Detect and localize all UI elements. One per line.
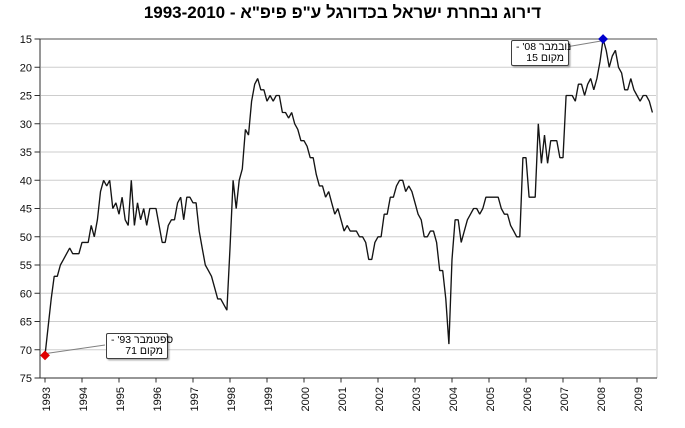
y-axis: 15 20 25 30 35 40 45 50 55 60 65 70 75 — [20, 34, 40, 385]
x-axis-label: 1996 — [152, 387, 164, 411]
annotation-start-rank: 71 מקום — [125, 345, 163, 357]
x-axis-label: 2002 — [374, 387, 386, 411]
x-axis-label: 1994 — [78, 387, 90, 411]
x-axis-label: 2001 — [337, 387, 349, 411]
y-axis-label: 20 — [20, 62, 32, 74]
series-markers — [40, 34, 608, 361]
y-axis-label: 40 — [20, 175, 32, 187]
x-axis-label: 2003 — [411, 387, 423, 411]
x-axis-label: 1999 — [263, 387, 275, 411]
x-axis-label: 1995 — [115, 387, 127, 411]
marker-peak-point — [598, 34, 608, 44]
y-axis-label: 25 — [20, 91, 32, 103]
x-axis: 1993 1994 1995 1996 1997 1998 1999 2000 2001 2002… — [41, 378, 645, 411]
y-axis-label: 70 — [20, 345, 32, 357]
series-line — [44, 38, 654, 356]
annotation-start-date: - '93 ספטמבר — [111, 334, 174, 346]
x-axis-label: 2009 — [633, 387, 645, 411]
marker-start-point — [40, 350, 50, 361]
chart-title: דירוג נבחרת ישראל בכדורגל ע"פ פיפ"א - 19… — [143, 3, 542, 22]
annotation-connectors — [46, 40, 602, 354]
x-axis-label: 2007 — [559, 387, 571, 411]
x-axis-label: 2005 — [485, 387, 497, 411]
y-axis-label: 75 — [20, 373, 32, 385]
x-axis-label: 2000 — [300, 387, 312, 411]
annotation-start-callout: - '93 ספטמבר 71 מקום — [106, 333, 174, 359]
x-axis-label: 1993 — [41, 387, 53, 411]
y-axis-label: 30 — [20, 119, 32, 131]
x-axis-label: 2004 — [448, 387, 460, 411]
y-axis-label: 45 — [20, 204, 32, 216]
annotation-connector-peak — [565, 40, 602, 48]
y-axis-label: 50 — [20, 232, 32, 244]
y-axis-label: 60 — [20, 288, 32, 300]
annotation-peak-rank: 15 מקום — [526, 52, 564, 64]
x-axis-label: 1998 — [226, 387, 238, 411]
annotation-peak-callout: - '08 נובמבר 15 מקום — [511, 40, 572, 66]
x-axis-label: 2006 — [522, 387, 534, 411]
x-axis-label: 1997 — [189, 387, 201, 411]
y-axis-label: 35 — [20, 147, 32, 159]
x-axis-label: 2008 — [596, 387, 608, 411]
y-axis-label: 55 — [20, 260, 32, 272]
y-axis-label: 65 — [20, 317, 32, 329]
annotation-peak-date: - '08 נובמבר — [516, 41, 572, 53]
y-axis-label: 15 — [20, 34, 32, 46]
annotation-connector-start — [46, 344, 106, 354]
